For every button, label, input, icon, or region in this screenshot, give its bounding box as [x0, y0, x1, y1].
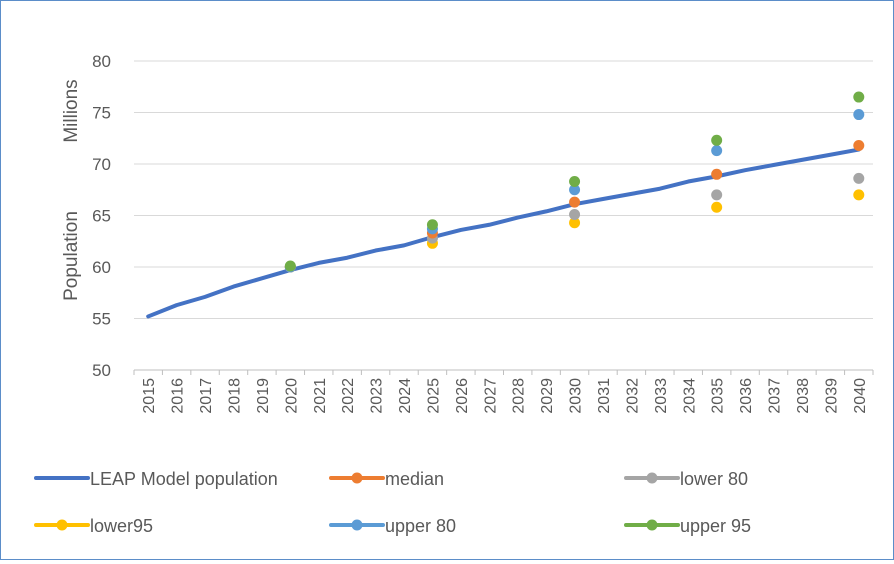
legend-item-upper80: upper 80: [329, 516, 456, 536]
y-axis-label: Population: [61, 211, 82, 301]
y-tick-label: 55: [92, 310, 111, 329]
data-point-upper80: [569, 184, 581, 196]
legend: LEAP Model population median lower 80 lower…: [34, 469, 751, 536]
gridlines: [134, 60, 873, 371]
x-tick-label: 2015: [141, 378, 158, 414]
y-tick-label: 60: [92, 258, 111, 277]
x-tick-label: 2036: [738, 378, 755, 414]
data-point-upper95: [569, 176, 581, 188]
x-tick-label: 2028: [511, 378, 528, 414]
data-point-upper95: [711, 134, 723, 146]
legend-swatch-marker: [56, 519, 68, 531]
legend-label: LEAP Model population: [90, 469, 278, 489]
legend-swatch-marker: [646, 472, 658, 484]
y-tick-label: 65: [92, 207, 111, 226]
x-tick-label: 2024: [397, 378, 414, 414]
x-axis-ticks: 2015 2016 2017 2018 2019 2020 2021 2022 2023 2024…: [133, 370, 874, 414]
legend-item-lower95: lower95: [34, 516, 153, 536]
x-tick-label: 2034: [681, 378, 698, 414]
legend-item-leap: LEAP Model population: [34, 469, 278, 489]
data-point-lower80: [569, 208, 581, 220]
y-tick-label: 50: [92, 361, 111, 380]
legend-label: lower 80: [680, 469, 748, 489]
legend-swatch-marker: [351, 472, 363, 484]
x-tick-label: 2033: [653, 378, 670, 414]
x-tick-label: 2032: [624, 378, 641, 414]
y-tick-label: 75: [92, 104, 111, 123]
x-tick-label: 2038: [795, 378, 812, 414]
series-line-leap-model-population: [146, 147, 861, 319]
data-point-lower95: [569, 217, 581, 229]
data-point-lower95: [711, 201, 723, 213]
legend-swatch-marker: [351, 519, 363, 531]
x-tick-label: 2025: [425, 378, 442, 414]
x-tick-label: 2017: [198, 378, 215, 414]
legend-item-upper95: upper 95: [624, 516, 751, 536]
data-point-upper80: [711, 145, 723, 157]
data-point-lower80: [853, 172, 865, 184]
x-tick-label: 2020: [283, 378, 300, 414]
legend-swatch-marker: [646, 519, 658, 531]
x-tick-label: 2031: [596, 378, 613, 414]
x-tick-label: 2026: [454, 378, 471, 414]
data-point-median: [853, 139, 865, 151]
x-tick-label: 2037: [767, 378, 784, 414]
data-point-upper80: [853, 109, 865, 121]
legend-item-median: median: [329, 469, 444, 489]
legend-label: median: [385, 469, 444, 489]
data-point-median: [569, 196, 581, 208]
legend-label: lower95: [90, 516, 153, 536]
x-tick-label: 2019: [255, 378, 272, 414]
x-tick-label: 2016: [170, 378, 187, 414]
x-tick-label: 2018: [226, 378, 243, 414]
x-tick-label: 2039: [823, 378, 840, 414]
x-tick-label: 2022: [340, 378, 357, 414]
y-tick-label: 70: [92, 155, 111, 174]
y-axis-ticks: 50 55 60 65 70 75 80: [92, 52, 111, 380]
x-tick-label: 2029: [539, 378, 556, 414]
data-point-upper95: [284, 260, 296, 272]
x-tick-label: 2040: [852, 378, 869, 414]
data-point-lower95: [853, 189, 865, 201]
x-tick-label: 2023: [369, 378, 386, 414]
x-tick-label: 2035: [710, 378, 727, 414]
x-tick-label: 2030: [568, 378, 585, 414]
x-tick-label: 2027: [482, 378, 499, 414]
legend-label: upper 95: [680, 516, 751, 536]
x-tick-label: 2021: [312, 378, 329, 414]
y-axis-units-label: Millions: [61, 79, 82, 142]
legend-label: upper 80: [385, 516, 456, 536]
legend-item-lower80: lower 80: [624, 469, 748, 489]
y-tick-label: 80: [92, 52, 111, 71]
series-layer: [146, 91, 865, 319]
data-point-lower80: [711, 189, 723, 201]
data-point-upper95: [853, 91, 865, 103]
data-point-upper95: [426, 219, 438, 231]
data-point-median: [711, 168, 723, 180]
